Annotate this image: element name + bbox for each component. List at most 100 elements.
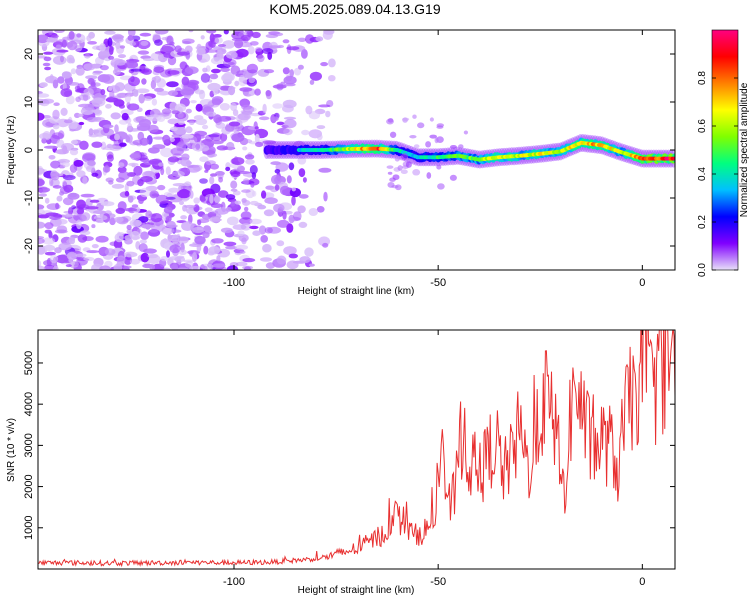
heatmap-cell: [262, 140, 277, 145]
heatmap-cell: [44, 229, 52, 234]
heatmap-cell: [118, 171, 130, 181]
heatmap-cell: [51, 132, 64, 140]
heatmap-cell: [135, 88, 150, 94]
heatmap-cell: [214, 36, 223, 44]
heatmap-cell: [150, 213, 163, 223]
heatmap-cell: [288, 162, 295, 171]
heatmap-cell: [193, 204, 200, 213]
heatmap-cell: [282, 210, 287, 220]
heatmap-cell: [171, 170, 185, 177]
heatmap-cell: [166, 250, 170, 258]
heatmap-cell: [55, 202, 60, 210]
heatmap-cell: [436, 125, 444, 129]
heatmap-cell: [305, 34, 315, 44]
top-plot-frame: [37, 29, 676, 271]
heatmap-cell: [254, 126, 259, 130]
heatmap-cell: [82, 176, 88, 185]
heatmap-cell: [241, 237, 247, 245]
heatmap-cell: [68, 31, 75, 40]
heatmap-cell: [162, 108, 172, 115]
heatmap-cell: [152, 136, 165, 140]
bottom-y-tick-label: 2000: [23, 474, 35, 498]
heatmap-cell: [204, 169, 209, 173]
heatmap-cell: [226, 216, 239, 226]
heatmap-cell: [53, 102, 60, 106]
heatmap-cell: [316, 133, 323, 141]
heatmap-cell: [283, 75, 297, 85]
heatmap-cell: [127, 122, 133, 131]
heatmap-cell: [56, 195, 63, 202]
heatmap-cell: [44, 66, 52, 71]
heatmap-cell: [83, 88, 94, 96]
heatmap-cell: [49, 74, 54, 84]
colorbar-tick-label: 0.8: [697, 71, 708, 85]
heatmap-cell: [235, 244, 249, 250]
heatmap-cell: [87, 160, 96, 167]
heatmap-cell: [166, 35, 174, 46]
heatmap-cell: [114, 216, 124, 223]
heatmap-cell: [304, 247, 314, 257]
heatmap-cell: [176, 141, 187, 151]
heatmap-cell: [308, 111, 320, 120]
heatmap-cell: [139, 187, 151, 198]
heatmap-cell: [286, 260, 299, 270]
heatmap-cell: [267, 45, 281, 49]
heatmap-cell: [183, 259, 195, 263]
heatmap-cell: [163, 206, 173, 214]
heatmap-cell: [85, 206, 99, 210]
heatmap-cell: [165, 166, 171, 176]
heatmap-cell: [394, 156, 400, 162]
heatmap-cell: [129, 219, 142, 227]
heatmap-cell: [109, 217, 116, 226]
bottom-y-tick-label: 4000: [23, 392, 35, 416]
heatmap-cell: [129, 258, 140, 265]
bottom-x-axis-label: Height of straight line (km): [298, 585, 415, 596]
heatmap-cell: [38, 34, 49, 44]
heatmap-cell: [75, 66, 85, 76]
heatmap-cell: [181, 76, 190, 86]
heatmap-cell: [283, 246, 297, 256]
heatmap-cell: [101, 74, 115, 84]
heatmap-cell: [54, 247, 62, 254]
heatmap-cell: [252, 230, 261, 236]
heatmap-cell: [298, 168, 306, 178]
heatmap-cell: [308, 263, 315, 267]
heatmap-cell: [225, 166, 231, 172]
heatmap-cell: [55, 254, 69, 264]
heatmap-cell: [211, 210, 219, 214]
heatmap-ridge: [263, 114, 675, 191]
heatmap-cell: [209, 73, 219, 80]
heatmap-cell: [188, 30, 194, 33]
heatmap-cell: [86, 250, 99, 254]
heatmap-cell: [202, 124, 209, 130]
heatmap-cell: [42, 237, 56, 245]
top-y-tick-label: 20: [23, 48, 35, 60]
heatmap-cell: [283, 116, 297, 120]
heatmap-cell: [297, 64, 304, 70]
heatmap-cell: [167, 118, 180, 125]
heatmap-cell: [279, 185, 291, 196]
heatmap-cell: [230, 171, 241, 178]
heatmap-cell: [230, 188, 238, 192]
heatmap-cell: [102, 124, 114, 129]
heatmap-cell: [200, 73, 210, 83]
heatmap-cell: [100, 89, 106, 96]
heatmap-cell: [92, 129, 100, 134]
heatmap-cell: [43, 56, 52, 62]
heatmap-cell: [409, 134, 417, 139]
heatmap-cell: [167, 90, 179, 97]
heatmap-cell: [436, 164, 442, 170]
heatmap-cell: [237, 230, 245, 237]
heatmap-cell: [242, 258, 256, 263]
heatmap-cell: [255, 47, 263, 52]
heatmap-cell: [252, 190, 257, 197]
heatmap-cell: [104, 30, 116, 35]
heatmap-cell: [206, 30, 217, 34]
heatmap-cell: [298, 194, 309, 199]
heatmap-cell: [261, 190, 267, 199]
heatmap-cell: [42, 115, 51, 119]
heatmap-cell: [199, 89, 206, 100]
heatmap-cell: [91, 224, 96, 229]
heatmap-cell: [276, 121, 285, 126]
heatmap-cell: [239, 217, 253, 225]
